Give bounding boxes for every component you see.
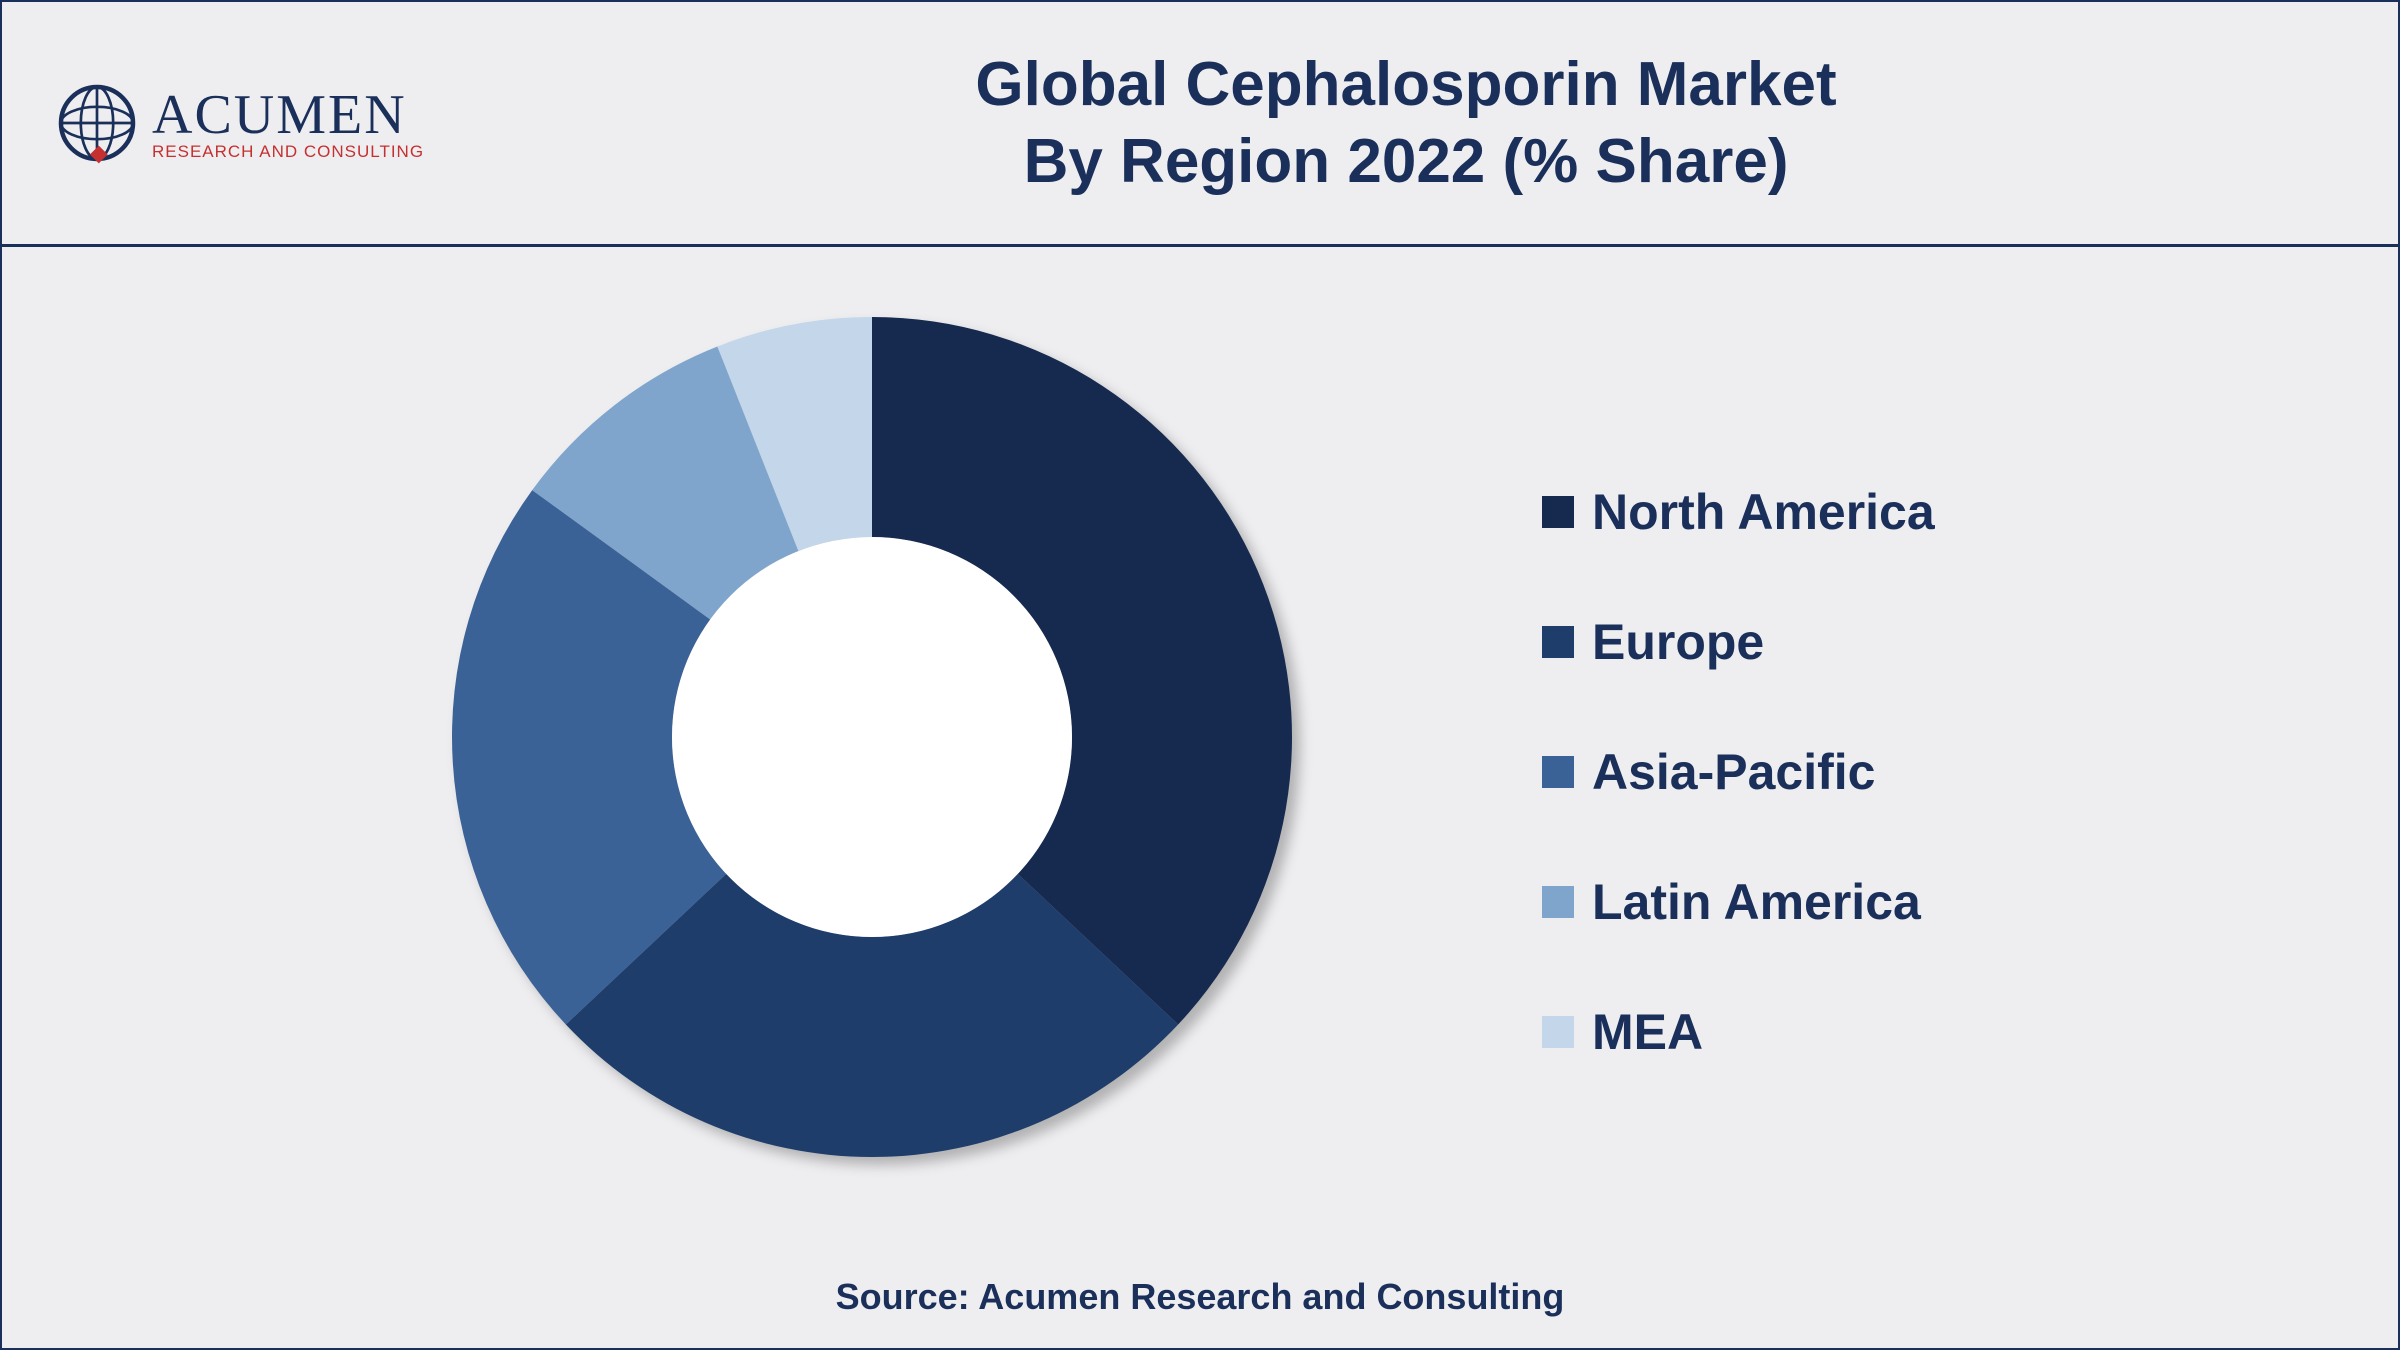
source-attribution: Source: Acumen Research and Consulting (2, 1276, 2398, 1318)
brand-tagline: RESEARCH AND CONSULTING (152, 143, 424, 160)
legend-item-asia-pacific: Asia-Pacific (1542, 707, 1935, 837)
infographic-frame: ACUMEN RESEARCH AND CONSULTING Global Ce… (0, 0, 2400, 1350)
chart-title: Global Cephalosporin Market By Region 20… (464, 46, 2348, 201)
brand-logo: ACUMEN RESEARCH AND CONSULTING (52, 78, 424, 168)
legend-swatch (1542, 756, 1574, 788)
legend-swatch (1542, 1016, 1574, 1048)
legend-label: MEA (1592, 1003, 1703, 1061)
legend-item-latin-america: Latin America (1542, 837, 1935, 967)
donut-svg (422, 287, 1322, 1187)
title-line-2: By Region 2022 (% Share) (464, 123, 2348, 201)
brand-logo-text: ACUMEN RESEARCH AND CONSULTING (152, 87, 424, 160)
legend-item-north-america: North America (1542, 447, 1935, 577)
donut-chart (422, 287, 1322, 1187)
legend-swatch (1542, 496, 1574, 528)
brand-name: ACUMEN (152, 87, 424, 143)
legend-item-europe: Europe (1542, 577, 1935, 707)
globe-icon (52, 78, 142, 168)
legend-item-mea: MEA (1542, 967, 1935, 1097)
legend-swatch (1542, 626, 1574, 658)
donut-hole (672, 537, 1072, 937)
header-bar: ACUMEN RESEARCH AND CONSULTING Global Ce… (2, 2, 2398, 247)
legend-label: Asia-Pacific (1592, 743, 1875, 801)
legend-label: North America (1592, 483, 1935, 541)
legend-label: Europe (1592, 613, 1764, 671)
chart-legend: North America Europe Asia-Pacific Latin Ame… (1542, 447, 1935, 1097)
title-line-1: Global Cephalosporin Market (464, 46, 2348, 124)
chart-body: North America Europe Asia-Pacific Latin Ame… (2, 247, 2398, 1348)
legend-swatch (1542, 886, 1574, 918)
legend-label: Latin America (1592, 873, 1921, 931)
